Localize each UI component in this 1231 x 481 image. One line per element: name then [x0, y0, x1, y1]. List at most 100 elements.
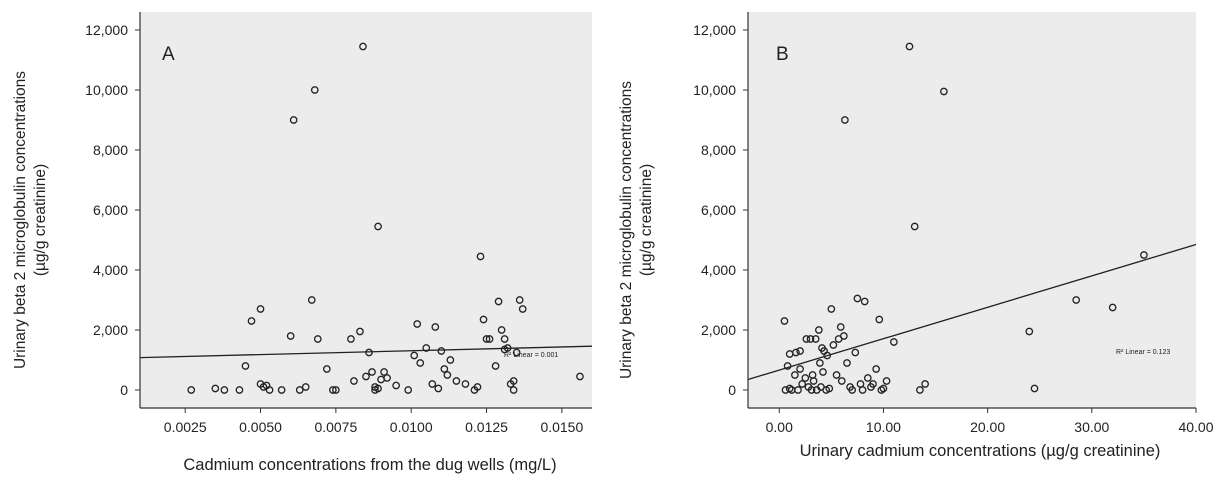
data-point [825, 384, 834, 393]
data-point [921, 380, 929, 388]
fit-label-b: R² Linear = 0.123 [1116, 349, 1170, 356]
y-tick-label: 2,000 [93, 322, 128, 338]
data-point [853, 294, 862, 303]
data-point [785, 384, 794, 393]
x-tick-label: 0.0150 [540, 419, 583, 435]
x-tick-label: 40.00 [1178, 419, 1213, 435]
data-point [329, 386, 337, 394]
data-point [482, 335, 491, 343]
x-axis-title-a: Cadmium concentrations from the dug well… [183, 456, 556, 474]
data-point [794, 386, 802, 394]
data-point [431, 323, 440, 331]
data-point [497, 326, 506, 334]
data-point [413, 320, 422, 328]
data-point [476, 252, 485, 261]
data-point [877, 386, 886, 394]
data-point [356, 327, 364, 336]
y-axis-title-b-line1: Urinary beta 2 microglobulin concentrati… [618, 81, 635, 379]
data-point [811, 335, 820, 343]
data-point [211, 384, 220, 393]
data-point [801, 374, 810, 382]
data-point [827, 305, 836, 313]
data-point [882, 377, 891, 385]
y-tick-label: 6,000 [93, 202, 128, 218]
chart-panel-a: 0 2,000 4,000 6,000 8,000 10,000 12,000 0.0025… [12, 12, 593, 474]
data-point [798, 380, 807, 388]
data-point [380, 368, 388, 376]
x-tick-label: 10.00 [866, 419, 901, 435]
data-point [374, 222, 382, 231]
y-tick-label: 0 [728, 382, 736, 398]
data-point [289, 116, 298, 124]
data-point [440, 365, 449, 373]
y-tick-label: 4,000 [93, 262, 128, 278]
data-point [802, 335, 811, 343]
y-tick-label: 12,000 [85, 22, 128, 38]
x-tick-label: 0.00 [766, 419, 793, 435]
data-point [814, 326, 823, 334]
y-tick-label: 2,000 [701, 322, 736, 338]
data-point [809, 377, 818, 385]
data-point [819, 368, 827, 376]
y-tick-label: 6,000 [701, 202, 736, 218]
data-point [410, 351, 419, 360]
fit-label-a: R² Linear = 0.001 [504, 352, 558, 359]
data-point [437, 347, 446, 355]
data-point [500, 335, 509, 343]
data-point [509, 386, 518, 394]
data-point [295, 386, 304, 394]
data-point [807, 386, 816, 394]
data-point [220, 386, 229, 394]
data-point [836, 323, 845, 331]
data-point [792, 348, 800, 357]
data-point [383, 374, 391, 382]
data-point [843, 359, 851, 367]
data-point [841, 116, 849, 124]
data-point [347, 335, 355, 343]
data-point [512, 348, 521, 357]
data-point [791, 371, 799, 379]
x-tick-label: 0.0075 [314, 419, 357, 435]
data-point [1140, 251, 1148, 259]
data-point [479, 315, 488, 324]
x-tick-label: 0.0050 [239, 419, 282, 435]
data-point [277, 386, 286, 394]
data-point [310, 86, 319, 94]
y-tick-label: 8,000 [701, 142, 736, 158]
x-axis-title-b: Urinary cadmium concentrations (µg/g cre… [800, 442, 1161, 460]
fit-line-b [747, 243, 1197, 381]
y-axis-title-b-line2: (µg/g creatinine) [638, 164, 655, 276]
data-point [848, 386, 857, 394]
data-point [362, 372, 370, 381]
x-tick-label: 30.00 [1074, 419, 1109, 435]
data-point [515, 296, 524, 304]
data-point [350, 377, 358, 385]
data-point [404, 386, 413, 394]
data-point [422, 344, 431, 352]
y-tick-label: 8,000 [93, 142, 128, 158]
data-point [443, 371, 452, 379]
data-point [780, 317, 789, 325]
data-point [509, 377, 518, 385]
data-point [916, 386, 924, 394]
data-point [428, 380, 437, 388]
data-point [875, 315, 884, 324]
chart-panel-b: 0 2,000 4,000 6,000 8,000 10,000 12,000 0.00 10… [618, 12, 1214, 460]
data-point [322, 365, 331, 373]
x-tick-label: 0.0100 [390, 419, 433, 435]
data-point [392, 381, 400, 390]
data-point [503, 344, 512, 352]
data-point [1072, 296, 1081, 304]
data-point [905, 42, 914, 51]
data-point [307, 296, 316, 304]
y-tick-label: 10,000 [85, 82, 128, 98]
data-point [1108, 303, 1117, 312]
data-point [910, 222, 919, 231]
y-tick-label: 4,000 [701, 262, 736, 278]
y-tick-label: 12,000 [693, 22, 736, 38]
data-point [840, 332, 848, 340]
data-point [783, 362, 792, 370]
data-point [365, 348, 373, 357]
data-point [256, 305, 265, 313]
